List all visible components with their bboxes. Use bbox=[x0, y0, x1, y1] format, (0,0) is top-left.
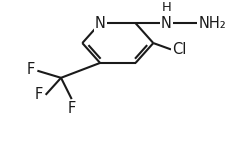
Text: NH₂: NH₂ bbox=[198, 16, 226, 31]
Text: F: F bbox=[27, 62, 35, 77]
Text: H: H bbox=[161, 1, 171, 14]
Text: Cl: Cl bbox=[172, 42, 187, 57]
Text: F: F bbox=[68, 100, 76, 115]
Text: N: N bbox=[161, 16, 172, 31]
Text: N: N bbox=[95, 16, 105, 31]
Text: F: F bbox=[35, 87, 43, 102]
